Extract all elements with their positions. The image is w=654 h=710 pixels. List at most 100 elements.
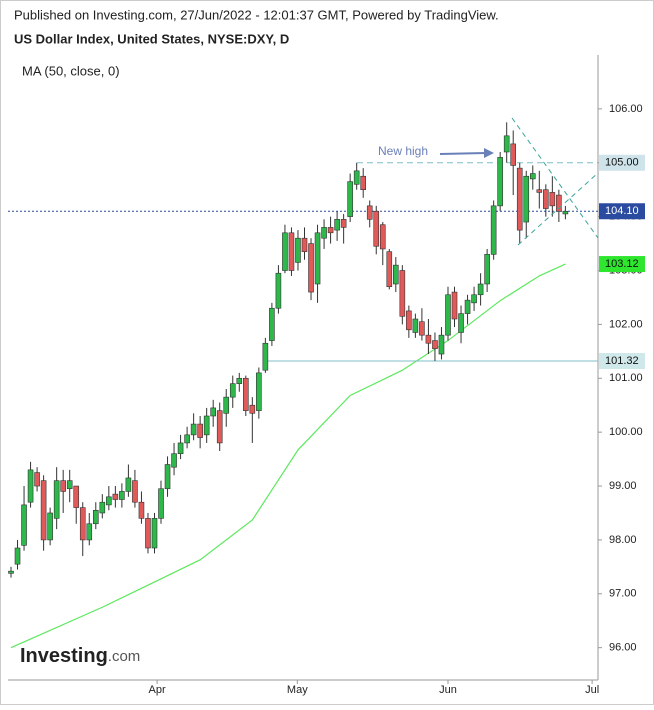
candle-body <box>353 170 360 185</box>
y-tick-label: 98.00 <box>609 534 637 546</box>
y-tick-label: 96.00 <box>609 642 637 654</box>
chart-title: US Dollar Index, United States, NYSE:DXY… <box>14 31 289 46</box>
y-tick-label: 99.00 <box>609 480 637 492</box>
candle-body <box>216 410 223 444</box>
candle-body <box>379 224 386 250</box>
candle-body <box>132 480 138 503</box>
x-tick-label: Apr <box>149 684 166 696</box>
candle-body <box>347 181 353 217</box>
candle-body <box>373 210 380 247</box>
candle-body <box>190 423 197 436</box>
candle-body <box>269 307 275 341</box>
candle-body <box>236 377 243 384</box>
candle-body <box>386 251 393 287</box>
x-tick-label: Jul <box>585 684 599 696</box>
candle-body <box>138 501 145 519</box>
annotation-arrow <box>439 152 487 155</box>
candle-body <box>8 570 14 574</box>
candle-body <box>256 372 262 411</box>
level-label: 103.12 <box>605 258 639 270</box>
candle-body <box>177 442 184 455</box>
level-box <box>599 256 645 273</box>
candle-body <box>47 512 53 541</box>
legend-ma: MA (50, close, 0) <box>22 63 120 78</box>
published: Published on Investing.com, 27/Jun/2022 … <box>14 7 499 22</box>
candle-body <box>203 415 210 436</box>
candle-body <box>210 407 216 417</box>
candle-body <box>197 423 203 438</box>
candle-body <box>503 135 510 153</box>
y-tick-label: 101.00 <box>609 372 643 384</box>
candle-body <box>40 480 47 541</box>
candle-body <box>562 210 569 215</box>
candle-body <box>445 294 451 336</box>
candle-body <box>106 496 112 506</box>
pennant-line <box>511 117 599 239</box>
x-tick-label: May <box>287 684 308 696</box>
candle-body <box>471 294 477 304</box>
candle-body <box>484 254 490 285</box>
candle-body <box>229 383 236 398</box>
candle-body <box>243 377 249 411</box>
candle-body <box>21 504 27 546</box>
candle-body <box>66 480 73 490</box>
candle-body <box>523 175 530 223</box>
candle-body <box>393 264 399 285</box>
candle-body <box>314 232 321 285</box>
candle-body <box>543 189 549 209</box>
candle-body <box>556 194 562 212</box>
candle-body <box>223 396 230 414</box>
candle-body <box>34 472 40 487</box>
y-tick-label: 106.00 <box>609 103 643 115</box>
annotation-arrow-head <box>484 148 494 158</box>
candle-body <box>412 318 419 333</box>
candle-body <box>419 321 425 336</box>
candle-body <box>308 243 314 293</box>
candle-body <box>53 480 60 519</box>
candle-body <box>262 342 269 371</box>
level-box <box>599 353 645 370</box>
candle-body <box>158 488 164 519</box>
candle-body <box>60 480 66 492</box>
candle-body <box>366 205 373 220</box>
candle-body <box>432 340 438 349</box>
candle-body <box>458 313 464 333</box>
candle-body <box>92 509 99 525</box>
level-label: 104.10 <box>605 205 639 217</box>
logo-main: Investing <box>20 645 108 667</box>
candle-body <box>406 310 412 331</box>
candle-body <box>301 237 308 252</box>
logo-suffix: .com <box>108 648 141 665</box>
annotation: New high <box>378 144 428 158</box>
candle-body <box>340 219 347 228</box>
candle-body <box>438 334 445 355</box>
candle-body <box>151 518 158 549</box>
candle-body <box>171 453 177 468</box>
x-tick-label: Jun <box>439 684 457 696</box>
candle-body <box>334 219 340 231</box>
candle-body <box>288 232 295 271</box>
candle-body <box>145 518 151 549</box>
candle-body <box>112 493 119 500</box>
level-label: 101.32 <box>605 355 639 367</box>
candle-body <box>282 232 288 271</box>
candle-body <box>275 272 282 309</box>
y-tick-label: 102.00 <box>609 318 643 330</box>
candle-body <box>399 270 406 317</box>
candle-body <box>27 469 34 503</box>
candle-body <box>79 507 86 541</box>
candle-body <box>477 283 484 296</box>
candle-body <box>86 523 93 541</box>
candle-body <box>536 189 543 193</box>
candle-body <box>516 167 523 231</box>
candle-body <box>497 157 503 207</box>
candle-body <box>529 173 536 180</box>
level-box <box>599 154 645 171</box>
ma-line <box>10 263 566 649</box>
candle-body <box>360 175 367 190</box>
candle-body <box>119 491 125 500</box>
level-label: 105.00 <box>605 157 639 169</box>
candle-body <box>549 192 556 207</box>
